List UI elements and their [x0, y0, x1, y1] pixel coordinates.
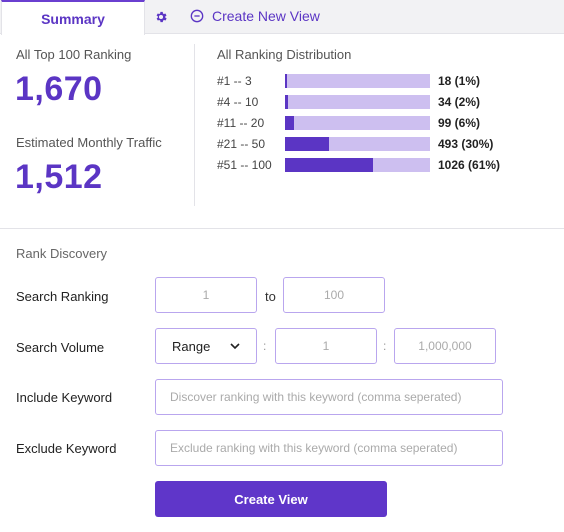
- volume-max-input[interactable]: 1,000,000: [394, 328, 496, 364]
- horizontal-divider: [0, 228, 564, 229]
- distribution-bar-fill: [285, 74, 288, 88]
- distribution-bar: [285, 158, 430, 172]
- ranking-from-input[interactable]: 1: [155, 277, 257, 313]
- ranking-to-input[interactable]: 100: [283, 277, 385, 313]
- distribution-value: 493 (30%): [438, 137, 494, 151]
- plus-circle-icon: [190, 9, 204, 23]
- distribution-bar-fill: [285, 95, 288, 109]
- volume-mode-value: Range: [172, 338, 211, 354]
- ranking-to-label: to: [265, 289, 276, 304]
- distribution-bar-fill: [285, 137, 329, 151]
- distribution-row: #21 -- 50 493 (30%): [217, 136, 547, 152]
- exclude-keyword-input[interactable]: Exclude ranking with this keyword (comma…: [155, 430, 503, 466]
- search-volume-label: Search Volume: [16, 340, 105, 355]
- distribution-value: 99 (6%): [438, 116, 481, 130]
- volume-separator: :: [263, 339, 267, 353]
- gear-icon[interactable]: [154, 10, 168, 24]
- distribution-bar: [285, 137, 430, 151]
- distribution-bar: [285, 74, 430, 88]
- distribution-row: #51 -- 100 1026 (61%): [217, 157, 547, 173]
- tab-summary[interactable]: Summary: [1, 0, 145, 35]
- traffic-label: Estimated Monthly Traffic: [16, 135, 162, 150]
- create-view-button[interactable]: Create View: [155, 481, 387, 517]
- create-new-view-tab[interactable]: Create New View: [190, 8, 320, 24]
- vertical-divider: [194, 44, 195, 206]
- distribution-range: #1 -- 3: [217, 74, 252, 88]
- distribution-row: #1 -- 3 18 (1%): [217, 73, 547, 89]
- distribution-bar-fill: [285, 158, 374, 172]
- distribution-range: #51 -- 100: [217, 158, 272, 172]
- distribution-range: #4 -- 10: [217, 95, 259, 109]
- search-ranking-label: Search Ranking: [16, 289, 109, 304]
- distribution-title: All Ranking Distribution: [217, 47, 352, 62]
- traffic-value: 1,512: [15, 158, 103, 196]
- distribution-range: #21 -- 50: [217, 137, 266, 151]
- distribution-bar-fill: [285, 116, 294, 130]
- distribution-value: 1026 (61%): [438, 158, 501, 172]
- tab-summary-label: Summary: [41, 10, 105, 27]
- distribution-value: 34 (2%): [438, 95, 481, 109]
- exclude-keyword-label: Exclude Keyword: [16, 441, 117, 456]
- chevron-down-icon: [230, 343, 240, 350]
- distribution-row: #11 -- 20 99 (6%): [217, 115, 547, 131]
- volume-separator: :: [383, 339, 387, 353]
- distribution-row: #4 -- 10 34 (2%): [217, 94, 547, 110]
- distribution-range: #11 -- 20: [217, 116, 265, 130]
- volume-min-input[interactable]: 1: [275, 328, 377, 364]
- top100-label: All Top 100 Ranking: [16, 47, 132, 62]
- rank-discovery-title: Rank Discovery: [16, 246, 108, 261]
- volume-mode-select[interactable]: Range: [155, 328, 257, 364]
- create-view-label: Create View: [234, 491, 308, 507]
- include-keyword-input[interactable]: Discover ranking with this keyword (comm…: [155, 379, 503, 415]
- tab-bar: Summary Create New View: [0, 0, 564, 35]
- distribution-bar: [285, 116, 430, 130]
- include-keyword-label: Include Keyword: [16, 390, 113, 405]
- create-new-view-label: Create New View: [212, 8, 320, 24]
- top100-value: 1,670: [15, 70, 103, 108]
- distribution-value: 18 (1%): [438, 74, 481, 88]
- distribution-bar: [285, 95, 430, 109]
